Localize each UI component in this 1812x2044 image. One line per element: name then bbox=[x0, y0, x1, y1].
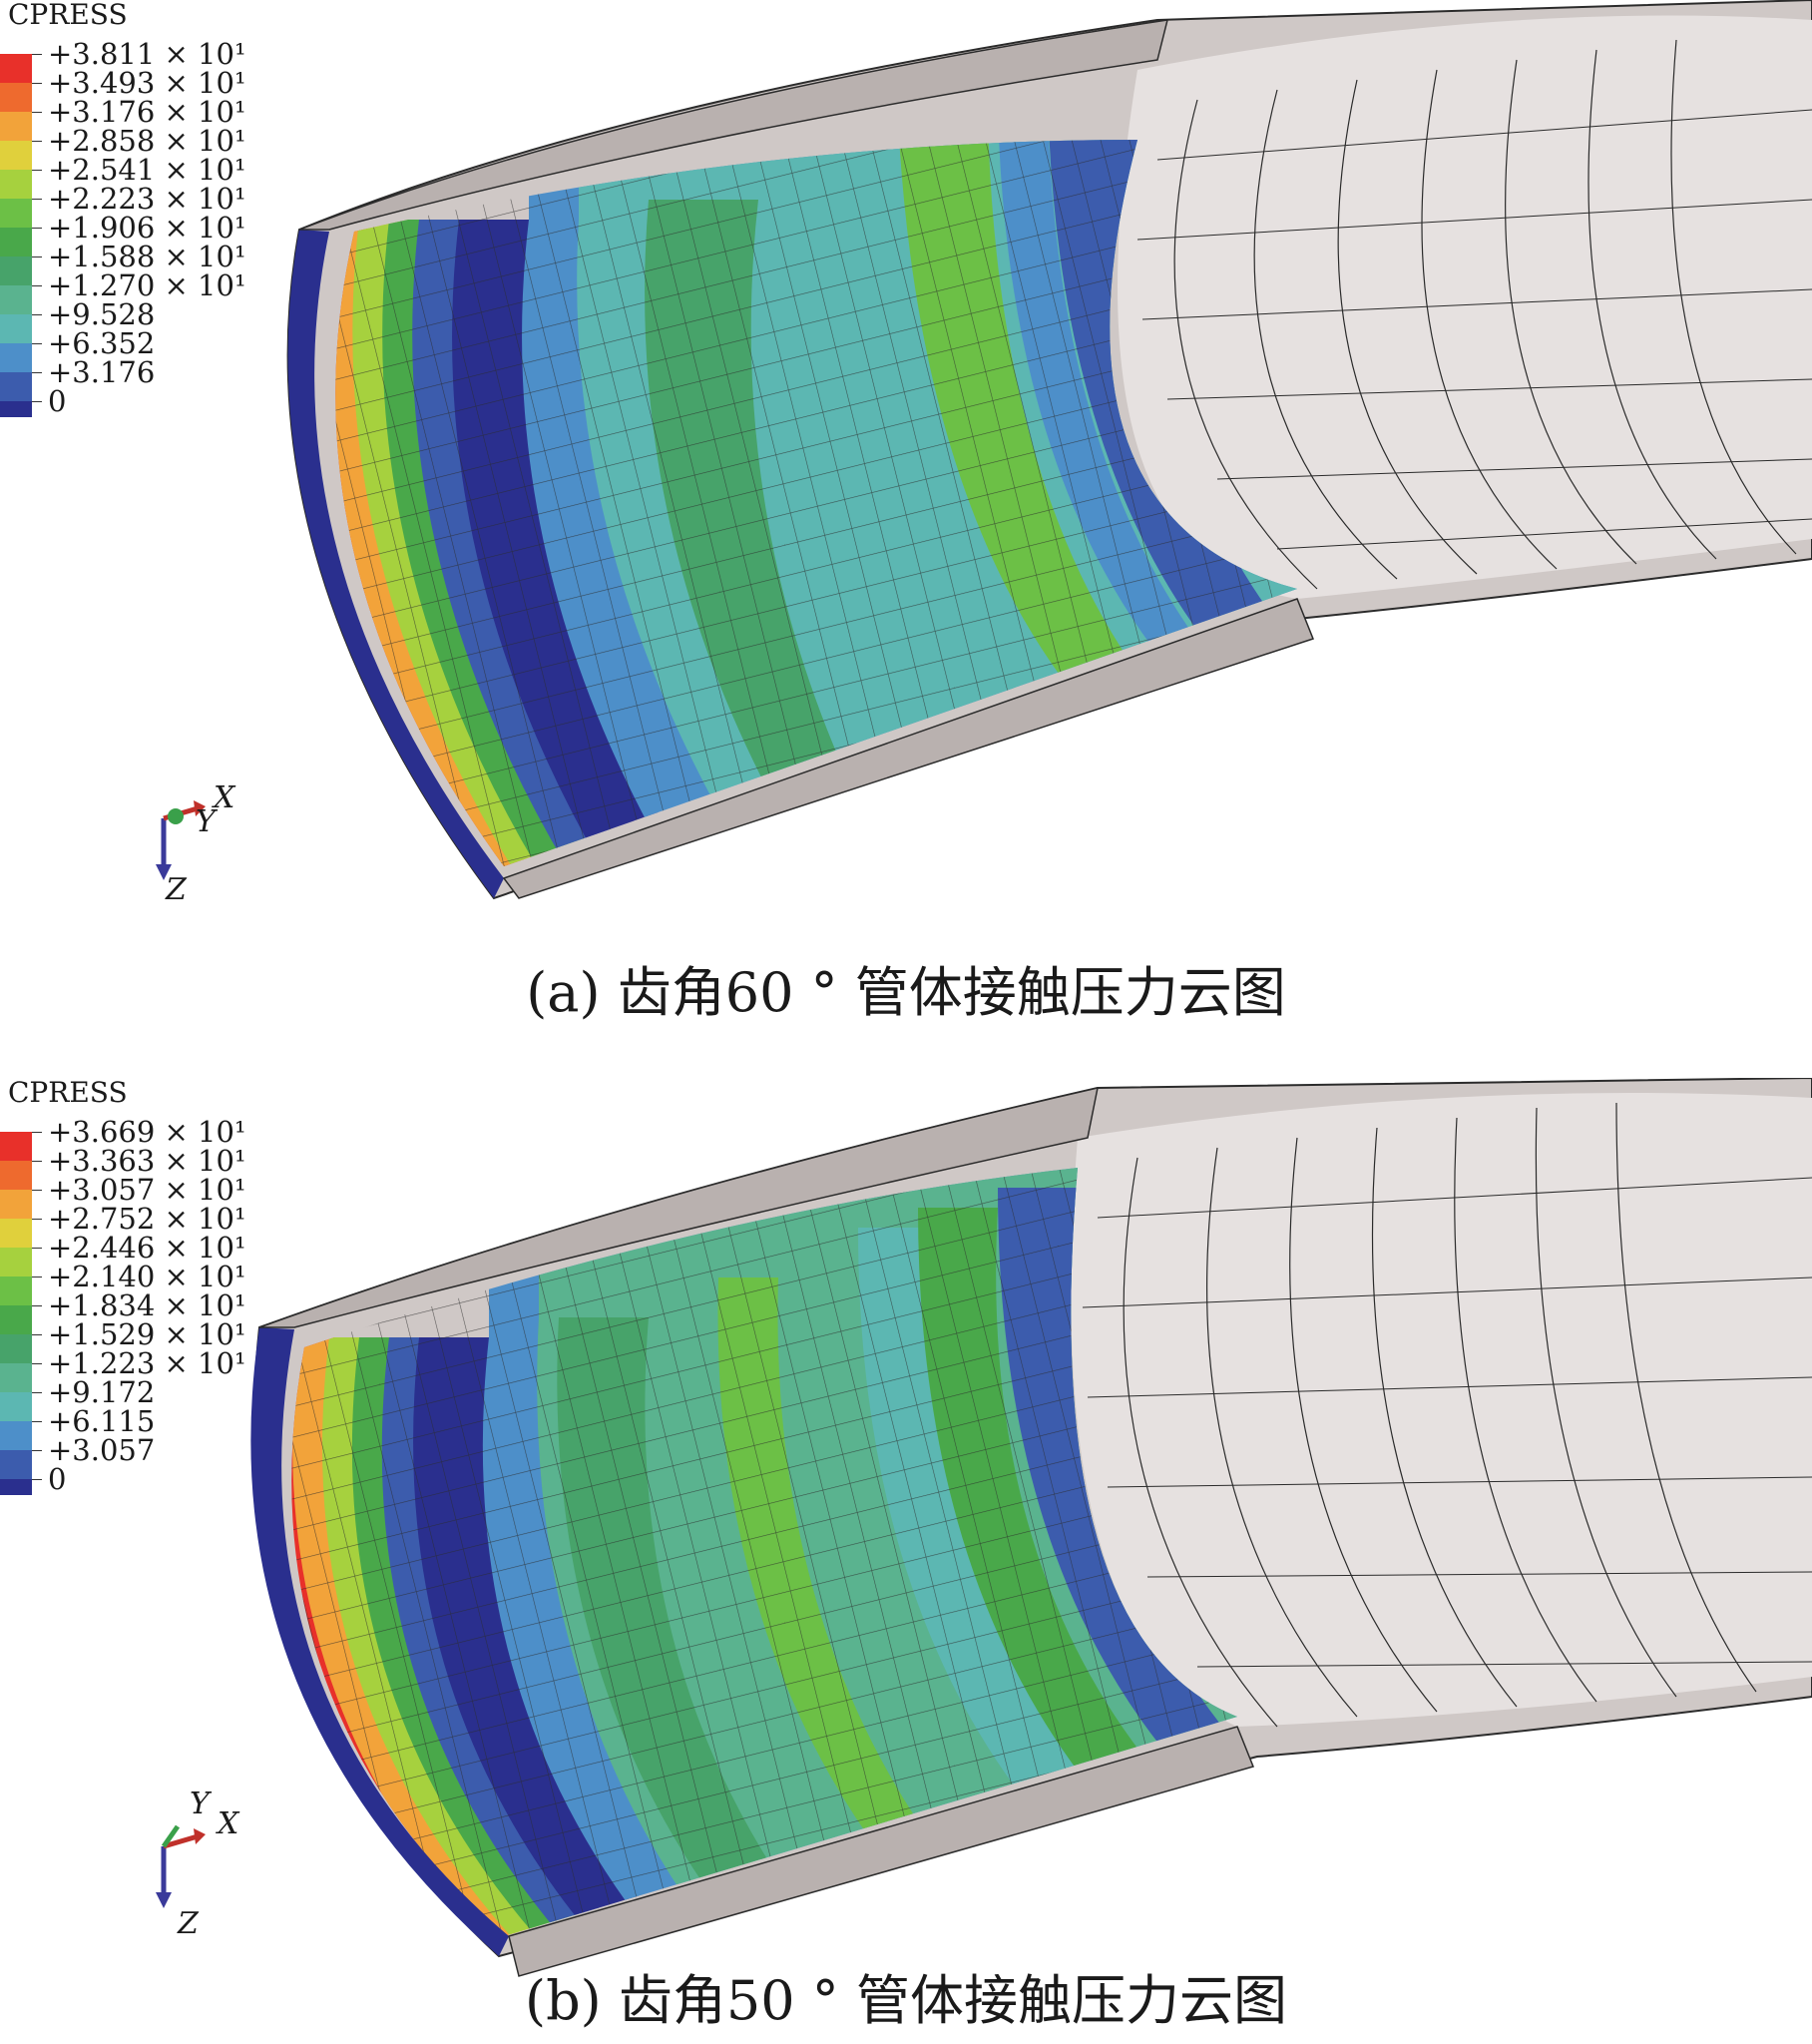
legend-label: +1.529 × 10¹ bbox=[48, 1317, 246, 1351]
legend-tick bbox=[32, 141, 42, 142]
legend-tick bbox=[32, 1190, 42, 1191]
legend-label: +2.140 × 10¹ bbox=[48, 1260, 246, 1293]
legend-label: +9.172 bbox=[48, 1375, 156, 1409]
axis-triad-b: Y X Z bbox=[150, 1787, 269, 1941]
pipe-contour-plot-a bbox=[286, 0, 1812, 900]
legend-label: +2.858 × 10¹ bbox=[48, 124, 246, 158]
legend-label: +3.811 × 10¹ bbox=[48, 37, 246, 71]
legend-label: +1.270 × 10¹ bbox=[48, 268, 246, 302]
legend-tick bbox=[32, 228, 42, 229]
x-axis-arrow bbox=[163, 1833, 199, 1849]
legend-swatch bbox=[0, 343, 32, 372]
legend-label: +1.223 × 10¹ bbox=[48, 1346, 246, 1380]
legend-tick bbox=[32, 256, 42, 257]
legend-label: +1.834 × 10¹ bbox=[48, 1288, 246, 1322]
legend-swatch bbox=[0, 228, 32, 256]
z-axis-label: Z bbox=[178, 1906, 199, 1941]
y-axis-label: Y bbox=[196, 804, 216, 839]
legend-tick bbox=[32, 1479, 42, 1480]
legend-swatch bbox=[0, 1248, 32, 1277]
legend-swatch bbox=[0, 1161, 32, 1190]
legend-swatch bbox=[0, 1190, 32, 1219]
legend-label: +3.363 × 10¹ bbox=[48, 1144, 246, 1178]
legend-label: +1.588 × 10¹ bbox=[48, 240, 246, 273]
legend-tick bbox=[32, 1277, 42, 1278]
legend-swatch bbox=[0, 112, 32, 141]
legend-title: CPRESS bbox=[8, 1076, 128, 1109]
legend-tick bbox=[32, 112, 42, 113]
legend-label: +2.223 × 10¹ bbox=[48, 182, 246, 216]
legend-label: +2.752 × 10¹ bbox=[48, 1202, 246, 1236]
legend-swatch bbox=[0, 1132, 32, 1161]
legend-swatch bbox=[0, 1219, 32, 1248]
legend-label: +2.446 × 10¹ bbox=[48, 1231, 246, 1265]
legend-label: +3.493 × 10¹ bbox=[48, 66, 246, 100]
y-axis-label: Y bbox=[190, 1787, 210, 1821]
legend-label: +3.176 × 10¹ bbox=[48, 95, 246, 129]
legend-tick bbox=[32, 1305, 42, 1306]
legend-title: CPRESS bbox=[8, 0, 128, 31]
legend-swatch bbox=[0, 372, 32, 401]
legend-tick bbox=[32, 1363, 42, 1364]
legend-swatch bbox=[0, 170, 32, 199]
legend-swatch bbox=[0, 54, 32, 83]
legend-swatch bbox=[0, 401, 32, 417]
legend-swatch bbox=[0, 1277, 32, 1305]
legend-swatch bbox=[0, 1392, 32, 1421]
legend-swatch bbox=[0, 141, 32, 170]
legend-swatch bbox=[0, 1421, 32, 1450]
legend-tick bbox=[32, 314, 42, 315]
legend-tick bbox=[32, 199, 42, 200]
legend-tick bbox=[32, 285, 42, 286]
caption-b: (b) 齿角50 ° 管体接触压力云图 bbox=[525, 1969, 1287, 2032]
legend-swatch bbox=[0, 1479, 32, 1495]
y-axis-arrow bbox=[168, 808, 184, 824]
caption-a: (a) 齿角60 ° 管体接触压力云图 bbox=[526, 961, 1286, 1024]
legend-tick bbox=[32, 1421, 42, 1422]
axis-triad-a: X Y Z bbox=[150, 780, 269, 908]
legend-swatch bbox=[0, 83, 32, 112]
legend-swatch bbox=[0, 285, 32, 314]
legend-swatch bbox=[0, 1305, 32, 1334]
legend-tick bbox=[32, 1392, 42, 1393]
legend-label: +3.669 × 10¹ bbox=[48, 1115, 246, 1149]
z-axis-label: Z bbox=[166, 872, 187, 907]
legend-swatch bbox=[0, 199, 32, 228]
legend-tick bbox=[32, 1248, 42, 1249]
legend-swatch bbox=[0, 256, 32, 285]
y-axis-arrow bbox=[161, 1824, 181, 1848]
legend-label: +6.352 bbox=[48, 326, 156, 360]
contour-panel-b: CPRESS +3.669 × 10¹ +3.363 × 10¹ +3.057 × … bbox=[0, 1078, 1812, 2016]
legend-label: +3.057 bbox=[48, 1433, 156, 1467]
legend-label: 0 bbox=[48, 384, 67, 418]
legend-label: +3.176 bbox=[48, 355, 156, 389]
legend-tick bbox=[32, 1132, 42, 1133]
x-axis-label: X bbox=[214, 780, 235, 815]
legend-tick bbox=[32, 343, 42, 344]
legend-tick bbox=[32, 1334, 42, 1335]
legend-tick bbox=[32, 372, 42, 373]
legend-tick bbox=[32, 83, 42, 84]
pipe-contour-plot-b bbox=[250, 1078, 1812, 1977]
legend-label: +2.541 × 10¹ bbox=[48, 153, 246, 187]
contour-panel-a: CPRESS +3.811 × 10¹ +3.493 × 10¹ +3.176 × … bbox=[0, 0, 1812, 938]
legend-swatch bbox=[0, 1363, 32, 1392]
legend-tick bbox=[32, 1450, 42, 1451]
legend-label: +1.906 × 10¹ bbox=[48, 211, 246, 245]
legend-label: +9.528 bbox=[48, 297, 156, 331]
legend-label: +6.115 bbox=[48, 1404, 156, 1438]
legend-tick bbox=[32, 1161, 42, 1162]
legend-tick bbox=[32, 1219, 42, 1220]
legend-swatch bbox=[0, 1334, 32, 1363]
legend-tick bbox=[32, 54, 42, 55]
legend-swatch bbox=[0, 314, 32, 343]
legend-swatch bbox=[0, 1450, 32, 1479]
legend-tick bbox=[32, 170, 42, 171]
legend-label: 0 bbox=[48, 1462, 67, 1496]
legend-tick bbox=[32, 401, 42, 402]
x-axis-label: X bbox=[218, 1806, 239, 1841]
legend-label: +3.057 × 10¹ bbox=[48, 1173, 246, 1207]
